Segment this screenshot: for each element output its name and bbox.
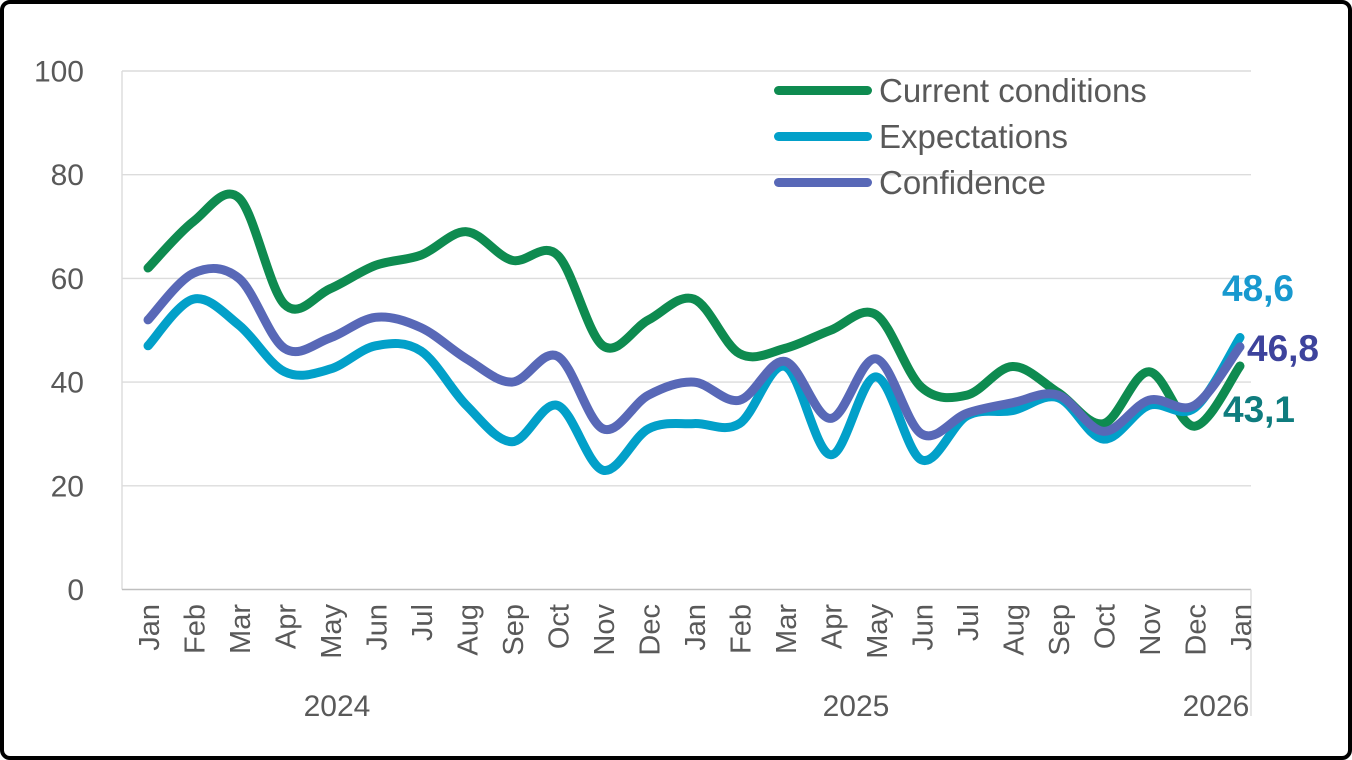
end-label-expectations: 48,6 xyxy=(1222,268,1295,309)
line-chart: 0 20 40 60 80 100 Jan Feb Mar Apr May Jun Jul Aug Sep O… xyxy=(34,56,1258,724)
x-axis-month-label: Jun xyxy=(908,604,940,651)
x-axis-month-label: Jun xyxy=(362,604,394,651)
x-axis-month-label: Mar xyxy=(225,604,257,654)
x-axis-month-label: Apr xyxy=(271,604,303,649)
x-axis-month-label: Nov xyxy=(589,604,621,656)
legend-label-expectations: Expectations xyxy=(879,117,1068,155)
y-axis-label: 100 xyxy=(34,56,84,89)
legend-item-confidence: Confidence xyxy=(774,159,1147,205)
y-axis-label: 20 xyxy=(51,470,84,503)
x-axis-month-label: Jan xyxy=(134,604,166,651)
x-axis-month-label: Aug xyxy=(453,604,485,656)
series-line-current-conditions xyxy=(143,189,1245,431)
x-axis-month-label: Aug xyxy=(999,604,1031,656)
x-axis-year-label: 2025 xyxy=(823,690,890,723)
x-axis-month-label: Oct xyxy=(1090,604,1122,649)
legend: Current conditions Expectations Confiden… xyxy=(774,67,1147,205)
x-axis-month-label: Nov xyxy=(1135,604,1167,656)
legend-label-confidence: Confidence xyxy=(879,163,1046,201)
x-axis-month-label: Sep xyxy=(1044,604,1076,656)
y-axis-label: 80 xyxy=(51,159,84,192)
x-axis-month-label: May xyxy=(862,604,894,659)
end-label-current-conditions: 43,1 xyxy=(1223,389,1296,430)
legend-swatch-confidence-icon xyxy=(774,177,872,187)
x-axis-month-label: Jul xyxy=(407,604,439,641)
x-axis-year-label: 2024 xyxy=(304,690,371,723)
legend-swatch-expectations-icon xyxy=(774,131,872,141)
x-axis-month-label: May xyxy=(316,604,348,659)
x-axis-month-label: Jul xyxy=(953,604,985,641)
x-axis-year-label: 2026 xyxy=(1183,690,1250,723)
x-axis-month-label: Apr xyxy=(817,604,849,649)
x-axis-month-label: Dec xyxy=(1181,604,1213,656)
legend-swatch-current-conditions-icon xyxy=(774,85,872,95)
x-axis-month-label: Feb xyxy=(726,604,758,654)
series-line-confidence xyxy=(143,264,1245,441)
x-axis-month-label: Feb xyxy=(180,604,212,654)
legend-item-current-conditions: Current conditions xyxy=(774,67,1147,113)
x-axis-month-label: Jan xyxy=(680,604,712,651)
legend-item-expectations: Expectations xyxy=(774,113,1147,159)
x-axis-month-label: Oct xyxy=(544,604,576,649)
y-axis-label: 40 xyxy=(51,367,84,400)
x-axis-month-label: Mar xyxy=(771,604,803,654)
x-axis-month-label: Sep xyxy=(498,604,530,656)
end-label-confidence: 46,8 xyxy=(1247,328,1320,369)
x-axis-month-label: Jan xyxy=(1226,604,1258,651)
legend-label-current-conditions: Current conditions xyxy=(879,71,1147,109)
y-axis-label: 60 xyxy=(51,263,84,296)
x-axis-month-label: Dec xyxy=(635,604,667,656)
y-axis-label: 0 xyxy=(67,574,84,607)
